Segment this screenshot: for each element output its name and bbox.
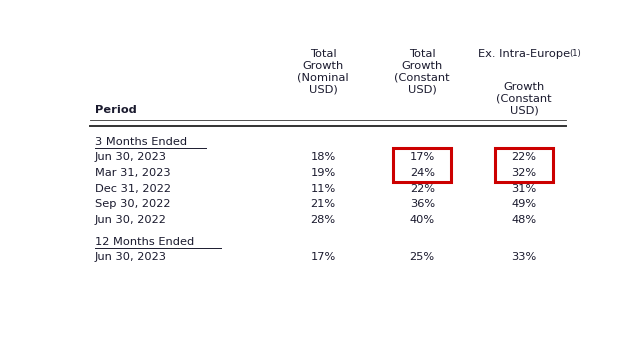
Text: 12 Months Ended: 12 Months Ended — [95, 236, 194, 247]
Text: Dec 31, 2022: Dec 31, 2022 — [95, 184, 171, 193]
Text: Total
Growth
(Nominal
USD): Total Growth (Nominal USD) — [297, 49, 349, 94]
Text: Mar 31, 2023: Mar 31, 2023 — [95, 168, 170, 178]
Text: 22%: 22% — [410, 184, 435, 193]
Text: 49%: 49% — [511, 200, 536, 209]
Text: 31%: 31% — [511, 184, 536, 193]
Text: 3 Months Ended: 3 Months Ended — [95, 137, 187, 147]
Text: 21%: 21% — [310, 200, 335, 209]
Text: 22%: 22% — [511, 152, 536, 162]
Text: 28%: 28% — [310, 215, 335, 225]
Text: Jun 30, 2023: Jun 30, 2023 — [95, 252, 167, 262]
Text: 18%: 18% — [310, 152, 335, 162]
Text: 19%: 19% — [310, 168, 335, 178]
Text: Ex. Intra-Europe: Ex. Intra-Europe — [478, 49, 570, 59]
Text: 17%: 17% — [410, 152, 435, 162]
Bar — [394, 148, 451, 182]
Text: Total
Growth
(Constant
USD): Total Growth (Constant USD) — [394, 49, 450, 94]
Text: Period: Period — [95, 105, 136, 115]
Text: 40%: 40% — [410, 215, 435, 225]
Text: Growth
(Constant
USD): Growth (Constant USD) — [496, 82, 552, 115]
Bar — [495, 148, 553, 182]
Text: Jun 30, 2023: Jun 30, 2023 — [95, 152, 167, 162]
Text: 25%: 25% — [410, 252, 435, 262]
Text: 17%: 17% — [310, 252, 335, 262]
Text: 48%: 48% — [511, 215, 536, 225]
Text: 32%: 32% — [511, 168, 536, 178]
Text: Sep 30, 2022: Sep 30, 2022 — [95, 200, 170, 209]
Text: 36%: 36% — [410, 200, 435, 209]
Text: Jun 30, 2022: Jun 30, 2022 — [95, 215, 167, 225]
Text: 24%: 24% — [410, 168, 435, 178]
Text: 33%: 33% — [511, 252, 536, 262]
Text: 11%: 11% — [310, 184, 335, 193]
Text: (1): (1) — [570, 49, 581, 59]
